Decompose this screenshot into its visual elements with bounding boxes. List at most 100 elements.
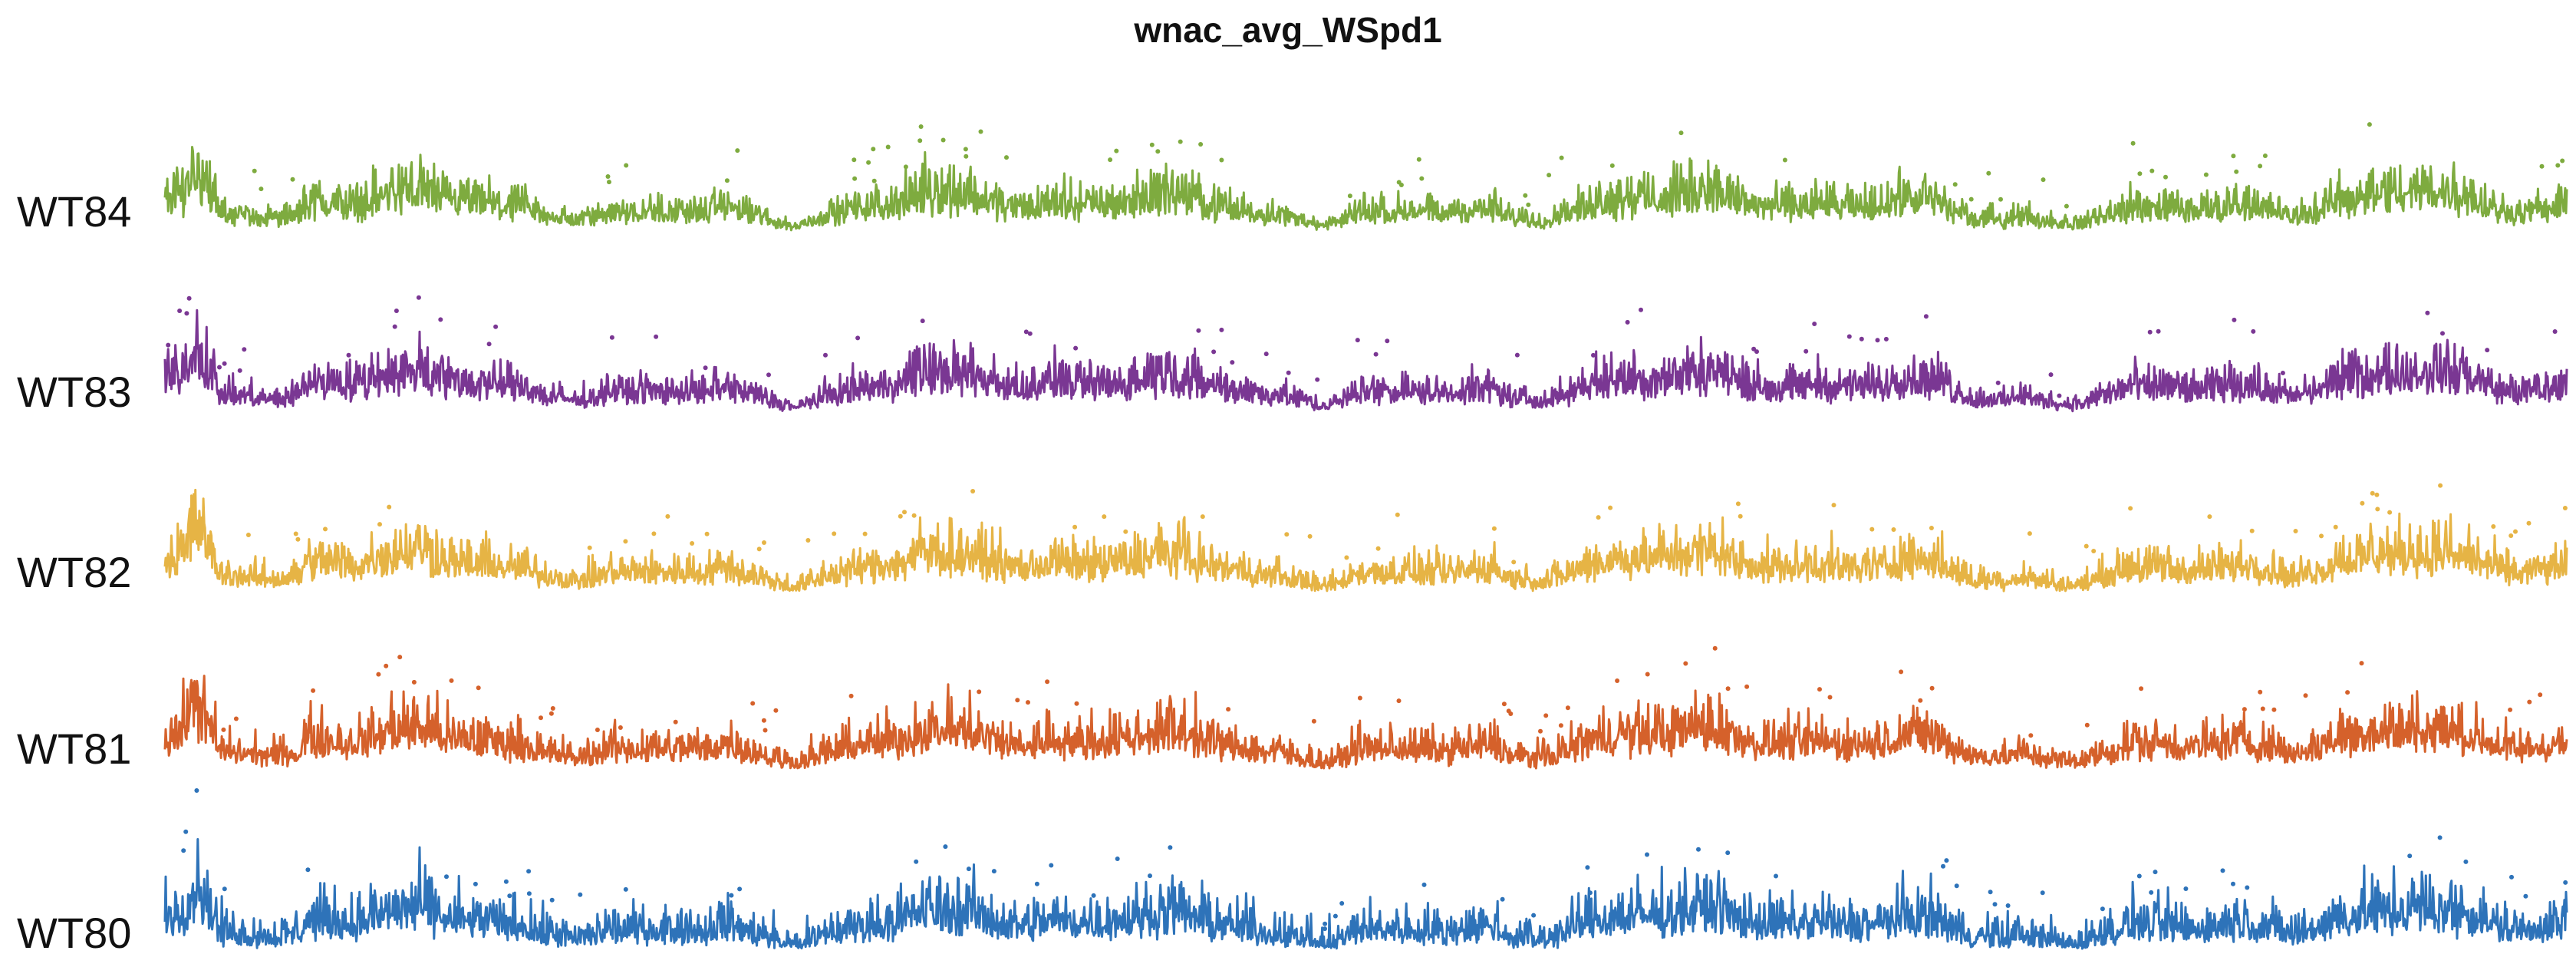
data-point — [2064, 203, 2069, 209]
data-point — [2137, 171, 2143, 177]
data-point — [1526, 202, 1531, 207]
data-point — [1072, 524, 1078, 530]
data-point — [750, 701, 756, 706]
data-point — [2139, 686, 2144, 691]
data-point — [852, 176, 858, 181]
series-wt83 — [163, 295, 2568, 413]
data-point — [222, 886, 227, 892]
data-point — [376, 672, 381, 677]
series-trace-wt83 — [163, 309, 2568, 413]
data-point — [2130, 140, 2136, 146]
data-point — [1200, 514, 1205, 520]
data-point — [1023, 329, 1029, 335]
data-point — [673, 719, 678, 724]
data-point — [1596, 515, 1601, 520]
data-point — [651, 531, 657, 536]
data-point — [607, 180, 611, 185]
data-point — [1178, 139, 1183, 144]
series-label-wt84: WT84 — [17, 187, 131, 236]
data-point — [1355, 338, 1360, 343]
data-point — [1954, 883, 1959, 889]
data-point — [476, 685, 481, 691]
data-point — [2234, 169, 2239, 174]
data-point — [2084, 543, 2089, 549]
data-point — [2407, 853, 2413, 859]
data-point — [1385, 338, 1390, 344]
data-point — [2539, 163, 2545, 169]
data-point — [222, 361, 227, 366]
data-point — [665, 513, 670, 519]
series-wt80 — [163, 788, 2568, 950]
chart-title: wnac_avg_WSpd1 — [1134, 10, 1442, 50]
data-point — [2560, 158, 2565, 163]
data-point — [1323, 926, 1327, 932]
data-point — [963, 147, 968, 152]
data-point — [1817, 687, 1822, 692]
data-point — [1609, 163, 1615, 168]
data-point — [1754, 349, 1759, 355]
data-point — [690, 541, 695, 546]
data-point — [217, 365, 222, 370]
data-point — [295, 536, 301, 542]
data-point — [1108, 157, 1113, 163]
data-point — [1625, 319, 1630, 325]
data-point — [703, 365, 708, 371]
data-point — [539, 715, 543, 721]
data-point — [1219, 157, 1224, 163]
data-point — [1918, 698, 1923, 703]
data-point — [855, 335, 861, 341]
data-point — [2251, 328, 2256, 334]
data-point — [978, 129, 983, 134]
data-point — [549, 897, 555, 903]
data-point — [1645, 852, 1649, 857]
data-point — [623, 539, 628, 544]
data-point — [1735, 501, 1741, 507]
data-point — [507, 893, 512, 899]
data-point — [1587, 890, 1593, 896]
data-point — [2293, 529, 2298, 533]
data-point — [1506, 708, 1511, 714]
data-point — [578, 892, 583, 897]
data-point — [411, 679, 417, 685]
data-point — [2258, 689, 2263, 695]
data-point — [2027, 531, 2032, 536]
data-point — [2128, 506, 2133, 511]
data-point — [762, 540, 766, 545]
series-trace-wt82 — [163, 488, 2568, 592]
data-point — [2508, 707, 2513, 712]
data-point — [2231, 153, 2236, 159]
data-point — [2437, 835, 2443, 840]
data-point — [852, 157, 857, 163]
series-wt84 — [163, 122, 2568, 232]
data-point — [1114, 148, 1119, 153]
data-point — [1696, 847, 1701, 852]
data-point — [1585, 865, 1590, 870]
data-point — [1102, 514, 1107, 520]
data-point — [918, 124, 924, 129]
data-point — [1115, 857, 1120, 861]
data-point — [871, 147, 876, 152]
data-point — [587, 545, 592, 550]
data-point — [1347, 193, 1352, 199]
data-point — [1375, 546, 1381, 551]
data-point — [1875, 338, 1880, 343]
data-point — [186, 295, 192, 301]
data-point — [729, 893, 734, 898]
data-point — [823, 352, 828, 358]
data-point — [2163, 174, 2168, 180]
data-point — [2245, 885, 2250, 890]
data-point — [724, 178, 730, 183]
data-point — [2220, 868, 2225, 873]
data-point — [2057, 393, 2062, 398]
data-point — [1782, 157, 1787, 163]
series-label-wt81: WT81 — [17, 724, 131, 773]
data-point — [2552, 329, 2558, 334]
data-point — [766, 372, 771, 378]
data-point — [245, 533, 251, 537]
data-point — [1678, 130, 1684, 136]
data-point — [2084, 722, 2090, 728]
data-point — [1015, 698, 1020, 703]
data-point — [704, 531, 710, 536]
data-point — [763, 728, 768, 733]
